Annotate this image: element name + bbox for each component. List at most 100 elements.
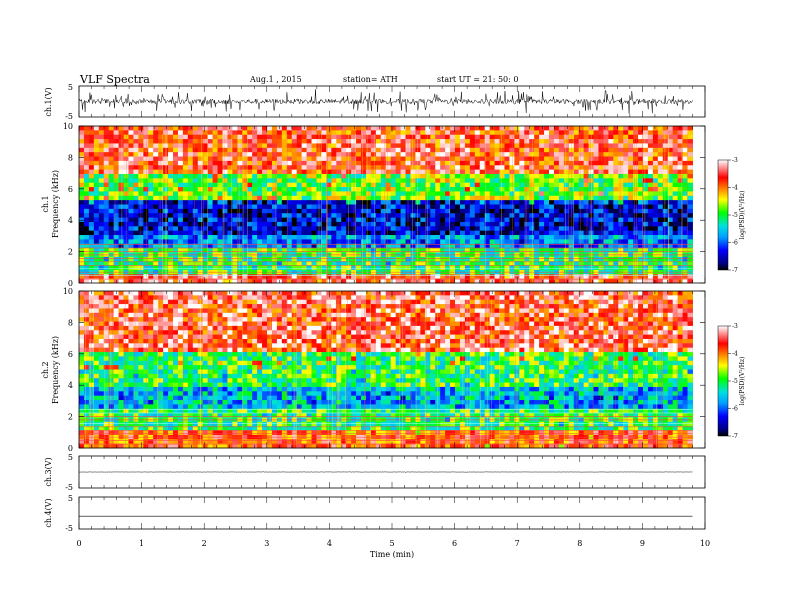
spectrogram-cell xyxy=(79,221,85,227)
spectrogram-cell xyxy=(341,147,347,153)
spectrogram-cell xyxy=(247,139,253,144)
spectrogram-cell xyxy=(534,248,540,253)
spectrogram-cell xyxy=(573,261,580,266)
spectrogram-cell xyxy=(83,191,90,197)
spectrogram-cell xyxy=(242,130,248,136)
spectrogram-cell xyxy=(638,274,644,280)
spectrogram-cell xyxy=(425,200,431,205)
spectrogram-cell xyxy=(291,208,298,214)
spectrogram-cell xyxy=(321,156,327,162)
spectrogram-cell xyxy=(643,147,649,153)
spectrogram-cell xyxy=(212,230,218,236)
spectrogram-cell xyxy=(375,274,382,280)
spectrogram-cell xyxy=(623,230,629,236)
spectrogram-cell xyxy=(356,221,362,227)
spectrogram-cell xyxy=(647,235,654,240)
spectrogram-cell xyxy=(553,126,560,131)
spectrogram-cell xyxy=(558,278,565,284)
spectrogram-cell xyxy=(687,147,693,153)
spectrogram-cell xyxy=(593,265,599,271)
spectrogram-cell xyxy=(623,261,629,266)
spectrogram-cell xyxy=(361,248,367,253)
spectrogram-cell xyxy=(252,165,258,171)
spectrogram-cell xyxy=(420,139,426,144)
spectrogram-cell xyxy=(79,208,85,214)
spectrogram-cell xyxy=(168,200,174,205)
spectrogram-cell xyxy=(113,169,119,175)
spectrogram-cell xyxy=(252,182,258,188)
spectrogram-cell xyxy=(88,213,95,218)
spectrogram-cell xyxy=(657,256,664,262)
ch1-colorbar-label: log(PSD)(V²/Hz) xyxy=(739,191,746,240)
spectrogram-cell xyxy=(227,160,233,166)
spectrogram-cell xyxy=(375,217,382,223)
spectrogram-cell xyxy=(682,134,688,140)
spectrogram-cell xyxy=(118,221,124,227)
spectrogram-cell xyxy=(227,265,233,271)
spectrogram-cell xyxy=(177,143,184,149)
spectrogram-cell xyxy=(672,139,679,144)
spectrogram-cell xyxy=(346,156,352,162)
spectrogram-cell xyxy=(474,200,481,205)
spectrogram-cell xyxy=(677,299,683,305)
spectrogram-cell xyxy=(321,187,327,192)
spectrogram-cell xyxy=(257,256,263,262)
spectrogram-cell xyxy=(410,143,416,149)
spectrogram-cell xyxy=(603,165,609,171)
spectrogram-cell xyxy=(79,278,85,284)
spectrogram-cell xyxy=(227,278,233,284)
spectrogram-cell xyxy=(237,165,243,171)
spectrogram-cell xyxy=(168,256,174,262)
spectrogram-cell xyxy=(380,165,387,171)
spectrogram-cell xyxy=(262,213,268,218)
spectrogram-cell xyxy=(177,226,184,232)
spectrogram-cell xyxy=(410,295,416,301)
spectrogram-cell xyxy=(118,182,124,188)
spectrogram-cell xyxy=(296,278,303,284)
spectrogram-cell xyxy=(593,156,599,162)
spectrogram-cell xyxy=(291,217,298,223)
spectrogram-cell xyxy=(197,191,204,197)
spectrogram-cell xyxy=(494,248,500,253)
spectrogram-cell xyxy=(499,130,505,136)
spectrogram-cell xyxy=(652,200,659,205)
spectrogram-cell xyxy=(633,261,639,266)
spectrogram-cell xyxy=(262,208,268,214)
spectrogram-cell xyxy=(662,182,669,188)
spectrogram-cell xyxy=(331,134,337,140)
spectrogram-cell xyxy=(361,134,367,140)
spectrogram-cell xyxy=(79,169,85,175)
spectrogram-cell xyxy=(108,230,115,236)
spectrogram-cell xyxy=(539,130,545,136)
spectrogram-cell xyxy=(553,291,560,296)
spectrogram-cell xyxy=(603,126,609,131)
spectrogram-cell xyxy=(321,265,327,271)
spectrogram-cell xyxy=(262,139,268,144)
spectrogram-cell xyxy=(425,143,431,149)
spectrogram-cell xyxy=(484,278,491,284)
spectrogram-cell xyxy=(583,195,589,201)
spectrogram-cell xyxy=(158,204,164,210)
spectrogram-cell xyxy=(395,126,401,131)
spectrogram-cell xyxy=(237,195,243,201)
spectrogram-cell xyxy=(356,126,362,131)
spectrogram-cell xyxy=(123,126,129,131)
spectrogram-cell xyxy=(187,226,194,232)
spectrogram-cell xyxy=(682,213,688,218)
spectrogram-cell xyxy=(613,130,619,136)
spectrogram-cell xyxy=(331,295,337,301)
spectrogram-cell xyxy=(558,173,565,179)
spectrogram-cell xyxy=(168,165,174,171)
spectrogram-cell xyxy=(652,274,659,280)
spectrogram-cell xyxy=(271,169,278,175)
spectrogram-cell xyxy=(390,126,397,131)
spectrogram-cell xyxy=(544,291,550,296)
spectrogram-cell xyxy=(271,173,278,179)
spectrogram-cell xyxy=(326,160,332,166)
spectrogram-cell xyxy=(395,134,401,140)
spectrogram-cell xyxy=(247,130,253,136)
spectrogram-cell xyxy=(608,243,614,249)
spectrogram-cell xyxy=(306,147,312,153)
spectrogram-cell xyxy=(469,200,476,205)
spectrogram-cell xyxy=(677,274,683,280)
